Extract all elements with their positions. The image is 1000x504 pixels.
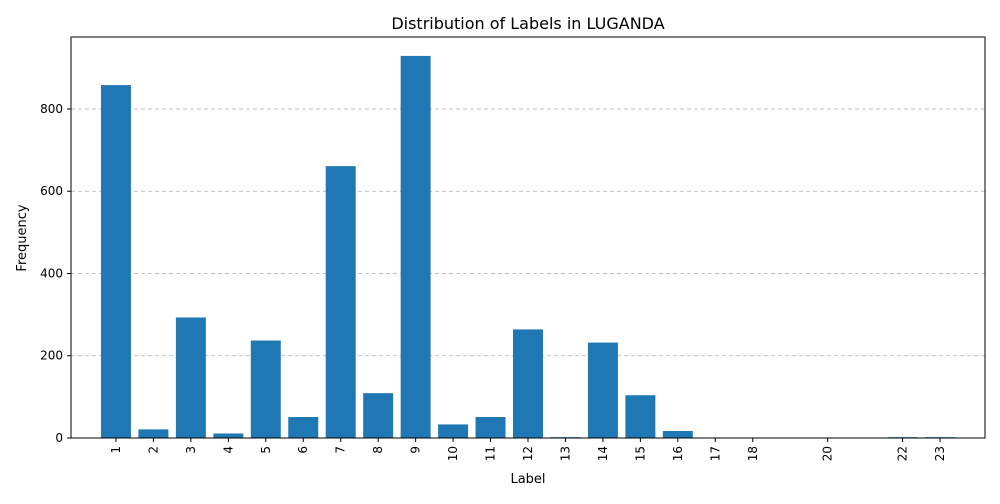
bar-label-16: [662, 431, 693, 438]
y-tick-label: 200: [40, 349, 63, 363]
x-tick-label: 22: [896, 446, 910, 461]
x-tick-label: 7: [334, 446, 348, 454]
y-tick-label: 400: [40, 266, 63, 280]
x-tick-label: 5: [259, 446, 273, 454]
x-tick-label: 20: [821, 446, 835, 461]
x-tick-label: 18: [746, 446, 760, 461]
x-tick-label: 13: [558, 446, 572, 461]
x-axis-label: Label: [510, 472, 545, 487]
x-tick-label: 11: [484, 446, 498, 461]
y-tick-label: 600: [40, 184, 63, 198]
bar-label-12: [513, 329, 543, 438]
bar-label-6: [288, 417, 319, 438]
x-tick-label: 8: [371, 446, 385, 454]
bar-label-1: [100, 85, 131, 439]
x-tick-label: 12: [521, 446, 535, 461]
bar-label-4: [213, 433, 244, 438]
bar-label-11: [475, 417, 506, 438]
x-tick-label: 23: [933, 446, 947, 461]
x-tick-label: 15: [633, 446, 647, 461]
x-tick-label: 3: [184, 446, 198, 454]
x-tick-label: 17: [708, 446, 722, 461]
y-axis-label: Frequency: [15, 204, 30, 271]
x-tick-label: 1: [109, 446, 123, 454]
bar-label-5: [250, 340, 281, 438]
x-tick-label: 4: [221, 446, 235, 454]
x-tick-label: 9: [409, 446, 423, 454]
bar-label-8: [363, 393, 394, 438]
y-tick-label: 0: [55, 431, 63, 445]
bar-label-3: [175, 317, 206, 438]
bar-label-2: [138, 429, 169, 438]
y-tick-label: 800: [40, 102, 63, 116]
bar-label-10: [438, 424, 469, 438]
x-tick-label: 14: [596, 446, 610, 461]
bar-layer: [100, 55, 956, 439]
x-tick-label: 6: [296, 446, 310, 454]
bar-label-7: [325, 166, 356, 438]
x-tick-label: 2: [146, 446, 160, 454]
x-tick-label: 16: [671, 446, 685, 461]
chart-title: Distribution of Labels in LUGANDA: [391, 14, 664, 33]
bar-label-15: [625, 395, 656, 438]
x-tick-label: 10: [446, 446, 460, 461]
bar-label-14: [587, 342, 618, 438]
bar-label-9: [400, 55, 431, 438]
